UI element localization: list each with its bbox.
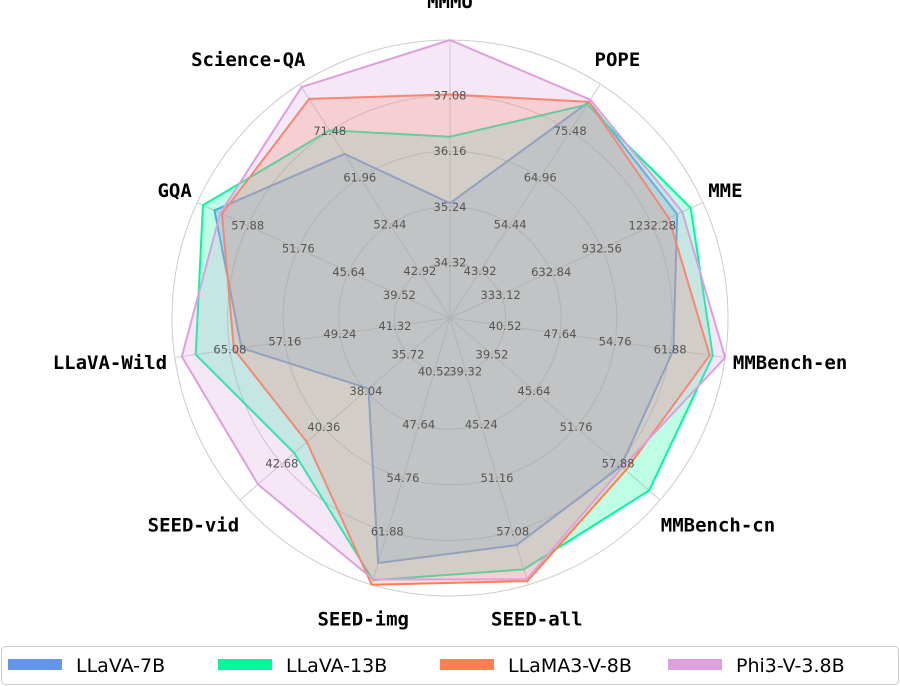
axis-label: SEED-all	[491, 609, 583, 631]
grid-spoke	[449, 83, 601, 319]
tick-label: 51.16	[481, 471, 514, 485]
tick-label: 39.32	[449, 364, 482, 378]
axis-label: MMBench-cn	[661, 515, 775, 537]
axis-label: MME	[708, 180, 742, 202]
axis-label: GQA	[157, 180, 192, 202]
legend-label: LLaMA3-V-8B	[508, 655, 632, 677]
series-polygons	[180, 38, 727, 586]
series-llama3-v-8b	[220, 93, 711, 586]
axis-label: MMBench-en	[733, 352, 847, 374]
legend-swatch	[8, 659, 62, 670]
tick-label: 932.56	[582, 242, 622, 256]
tick-label: 51.76	[560, 420, 593, 434]
axis-label: Science-QA	[191, 49, 306, 71]
grid-spoke	[371, 317, 451, 585]
tick-label: 71.48	[313, 124, 346, 138]
tick-label: 49.24	[323, 327, 356, 341]
legend-item: Phi3-V-3.8B	[668, 655, 845, 677]
tick-label: 61.88	[371, 524, 404, 538]
series-llava-7b	[213, 100, 679, 565]
legend-swatch	[440, 659, 494, 670]
tick-label: 39.52	[383, 288, 416, 302]
grid-spoke	[449, 317, 529, 585]
grid-spoke	[449, 202, 704, 319]
legend-swatch	[668, 659, 722, 670]
tick-label: 34.32	[434, 255, 467, 269]
tick-label: 333.12	[480, 288, 520, 302]
axis-labels: MMMU POPE MME MMBench-en MMBench-cn SEED-all S…	[53, 0, 848, 631]
legend-item: LLaMA3-V-8B	[440, 655, 632, 677]
legend: LLaVA-7B LLaVA-13B LLaMA3-V-8B Phi3-V-3.8B	[1, 646, 899, 685]
series-phi3-v-3-8b	[180, 38, 727, 581]
tick-label: 42.68	[265, 457, 298, 471]
tick-label: 57.88	[231, 219, 264, 233]
axis-label: MMMU	[427, 0, 473, 13]
legend-label: Phi3-V-3.8B	[736, 655, 845, 677]
grid-spoke	[239, 317, 451, 501]
tick-label: 38.04	[350, 384, 383, 398]
tick-label: 51.76	[282, 242, 315, 256]
tick-label: 42.92	[403, 264, 436, 278]
tick-label: 54.44	[494, 218, 527, 232]
grid	[171, 39, 729, 597]
axis-label: POPE	[595, 49, 641, 71]
legend-label: LLaVA-7B	[76, 655, 165, 677]
tick-label: 52.44	[373, 218, 406, 232]
legend-swatch	[218, 659, 272, 670]
tick-label: 37.08	[434, 89, 467, 103]
tick-label: 43.92	[464, 264, 497, 278]
tick-label: 57.88	[602, 457, 635, 471]
tick-label: 45.64	[332, 265, 365, 279]
grid-spoke	[196, 202, 451, 319]
tick-label: 57.16	[268, 335, 301, 349]
tick-labels: 34.32 35.24 36.16 37.08 43.92 54.44 64.96 75.48…	[213, 89, 686, 539]
tick-label: 39.52	[476, 347, 509, 361]
tick-label: 1232.28	[629, 219, 677, 233]
tick-label: 61.96	[343, 171, 376, 185]
tick-label: 41.32	[379, 319, 412, 333]
legend-item: LLaVA-13B	[218, 655, 387, 677]
tick-label: 54.76	[599, 335, 632, 349]
grid-spoke	[299, 83, 451, 319]
grid-spoke	[174, 317, 451, 359]
tick-label: 45.24	[465, 418, 498, 432]
tick-label: 47.64	[544, 327, 577, 341]
tick-label: 75.48	[554, 124, 587, 138]
tick-label: 36.16	[434, 144, 467, 158]
axis-label: LLaVA-Wild	[53, 352, 167, 374]
tick-label: 45.64	[518, 384, 551, 398]
legend-item: LLaVA-7B	[8, 655, 165, 677]
tick-label: 35.24	[434, 200, 467, 214]
tick-label: 57.08	[496, 524, 529, 538]
axis-label: SEED-vid	[148, 515, 240, 537]
grid-spoke	[449, 317, 726, 359]
tick-label: 35.72	[392, 347, 425, 361]
tick-label: 61.88	[654, 343, 687, 357]
tick-label: 40.52	[418, 364, 451, 378]
tick-label: 40.36	[307, 420, 340, 434]
tick-label: 632.84	[531, 265, 571, 279]
legend-label: LLaVA-13B	[286, 655, 387, 677]
tick-label: 40.52	[489, 319, 522, 333]
tick-label: 47.64	[402, 418, 435, 432]
tick-label: 65.08	[213, 343, 246, 357]
tick-label: 64.96	[524, 171, 557, 185]
tick-label: 54.76	[387, 471, 420, 485]
series-llava-13b	[194, 103, 714, 582]
axis-label: SEED-img	[317, 609, 409, 631]
